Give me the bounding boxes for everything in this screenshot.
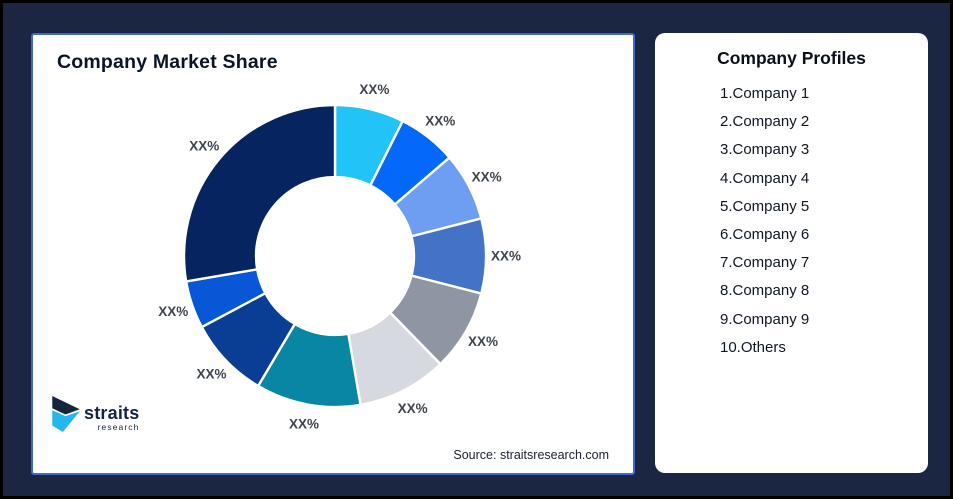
- donut-segment-others: [182, 103, 337, 283]
- company-list-item: 5.Company 5: [720, 197, 810, 215]
- company-list-item: 4.Company 4: [720, 169, 810, 187]
- donut-segment-label: XX%: [472, 169, 502, 184]
- company-list-item: 9.Company 9: [720, 310, 810, 328]
- logo-subtitle: research: [97, 422, 140, 432]
- donut-segment-label: XX%: [196, 367, 226, 382]
- market-share-card: Company Market Share XX% XX% XX% XX% XX% XX% X…: [31, 33, 635, 475]
- logo-mark-icon: [52, 396, 80, 432]
- logo-name: straits: [84, 403, 140, 423]
- company-list-item: 10.Others: [720, 338, 786, 356]
- source-text: Source: straitsresearch.com: [453, 448, 609, 462]
- donut-segment-label: XX%: [359, 82, 389, 97]
- company-list: 1.Company 1 2.Company 2 3.Company 3 4.Compa…: [655, 80, 928, 362]
- donut-segment-label: XX%: [398, 401, 428, 416]
- company-list-item: 2.Company 2: [720, 113, 810, 131]
- company-list-item: 8.Company 8: [720, 282, 810, 300]
- company-list-item: 1.Company 1: [720, 85, 810, 102]
- donut-segment-label: XX%: [158, 304, 188, 319]
- donut-segment-label: XX%: [289, 417, 319, 432]
- company-list-item: 7.Company 7: [720, 254, 810, 272]
- donut-segment-label: XX%: [491, 249, 521, 264]
- donut-segment-label: XX%: [468, 334, 498, 349]
- profiles-title: Company Profiles: [717, 48, 866, 68]
- logo-text: straits research: [84, 404, 139, 432]
- chart-title: Company Market Share: [57, 51, 278, 73]
- donut-segment-label: XX%: [425, 114, 455, 129]
- donut-chart: XX% XX% XX% XX% XX% XX% XX% XX% XX% XX%: [158, 82, 521, 432]
- company-profiles-card: Company Profiles 1.Company 1 2.Company 2 3…: [655, 33, 928, 473]
- straits-logo: straits research: [51, 395, 139, 433]
- company-list-item: 3.Company 3: [720, 141, 810, 159]
- donut-segment-label: XX%: [189, 138, 219, 153]
- company-list-item: 6.Company 6: [720, 226, 810, 244]
